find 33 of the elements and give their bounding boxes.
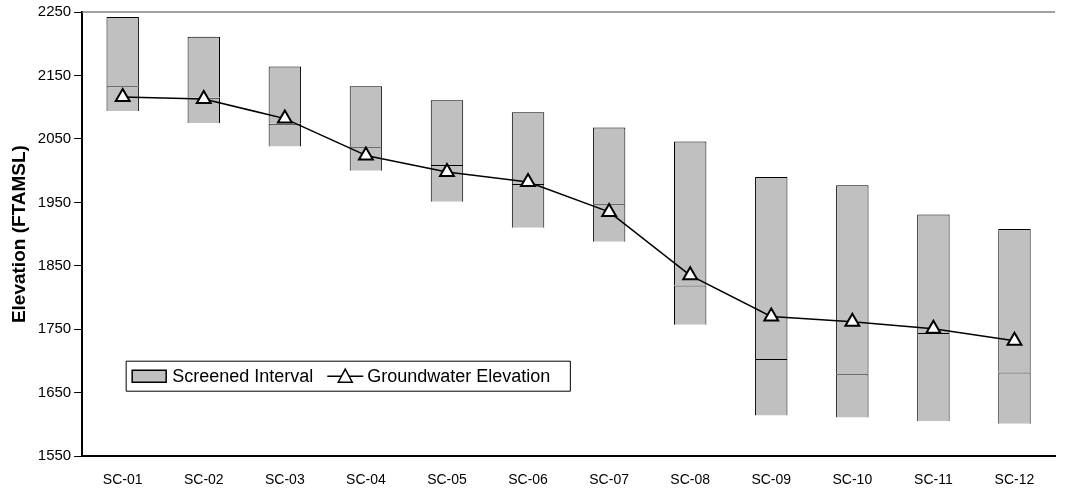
point — [439, 162, 455, 177]
point — [276, 109, 293, 124]
x-tick-label: SC-12 — [994, 471, 1035, 488]
x-tick-label: SC-01 — [102, 471, 143, 488]
y-tick-label: 1650 — [37, 382, 72, 400]
y-tick-label: 2150 — [37, 65, 72, 83]
x-tick-label: SC-09 — [751, 471, 792, 488]
x-tick-label: SC-05 — [427, 471, 468, 488]
point — [682, 266, 699, 281]
y-tick-label: 1550 — [37, 446, 72, 464]
y-tick-label: 2050 — [37, 129, 72, 147]
x-tick-label: SC-04 — [346, 471, 386, 488]
x-tick-label: SC-10 — [832, 471, 873, 488]
legend-label: Groundwater Elevation — [367, 366, 551, 387]
point — [520, 173, 536, 188]
x-tick-label: SC-03 — [265, 471, 305, 488]
x-tick-label: SC-06 — [508, 471, 549, 488]
y-tick-label: 1750 — [37, 319, 72, 337]
x-tick-label: SC-07 — [589, 471, 630, 488]
point — [1006, 331, 1023, 346]
point — [601, 202, 618, 217]
point — [925, 319, 942, 334]
point — [195, 89, 212, 104]
point — [763, 307, 780, 322]
x-tick-label: SC-02 — [183, 471, 224, 488]
x-tick-label: SC-11 — [914, 471, 953, 488]
y-axis-title: Elevation (FTAMSL) — [7, 145, 29, 324]
y-tick-label: 2250 — [37, 2, 72, 20]
y-tick-label: 1950 — [37, 192, 72, 210]
x-tick-label: SC-08 — [670, 471, 711, 488]
y-tick-label: 1850 — [37, 255, 72, 273]
legend-label: Screened Interval — [172, 366, 314, 387]
point — [844, 312, 861, 327]
